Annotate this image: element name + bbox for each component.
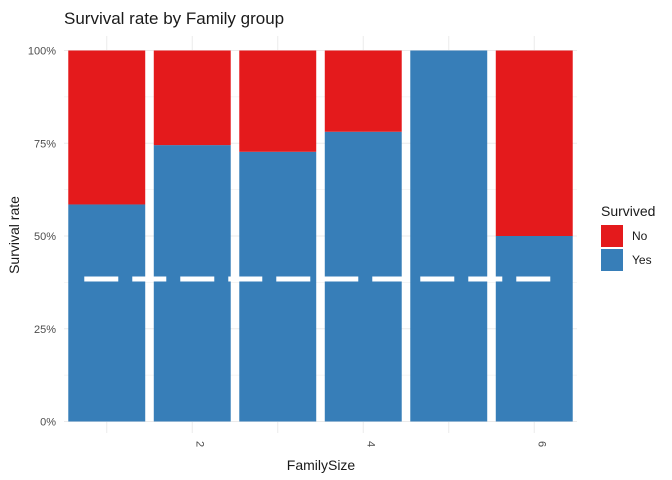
x-tick-label: 4 [364,441,376,447]
bar-yes [410,50,488,422]
bar-no [153,50,231,146]
legend-title: Survived [601,203,655,219]
legend-swatch-yes [601,249,623,271]
legend: Survived No Yes [601,203,655,271]
x-tick-label: 6 [535,441,547,447]
x-tick-label: 2 [193,441,205,447]
bar-no [324,50,402,132]
y-tick-label: 25% [34,324,56,336]
bar-yes [68,204,146,422]
x-axis-title: FamilySize [287,457,356,473]
y-axis-ticks: 0% 25% 50% 75% 100% [28,46,56,429]
legend-label-yes: Yes [632,253,652,267]
bar-yes [153,145,231,422]
bar-no [495,50,573,236]
bar-yes [495,236,573,422]
legend-label-no: No [632,229,648,243]
bar-no [239,50,317,152]
bars [68,50,573,422]
y-axis-title: Survival rate [6,196,22,274]
x-axis-ticks: 2 4 6 [193,441,547,447]
y-tick-label: 50% [34,231,56,243]
y-tick-label: 0% [40,417,56,429]
y-tick-label: 100% [28,46,56,58]
bar-yes [239,151,317,422]
bar-no [68,50,146,205]
legend-swatch-no [601,225,623,247]
chart-title: Survival rate by Family group [64,9,284,28]
y-tick-label: 75% [34,138,56,150]
